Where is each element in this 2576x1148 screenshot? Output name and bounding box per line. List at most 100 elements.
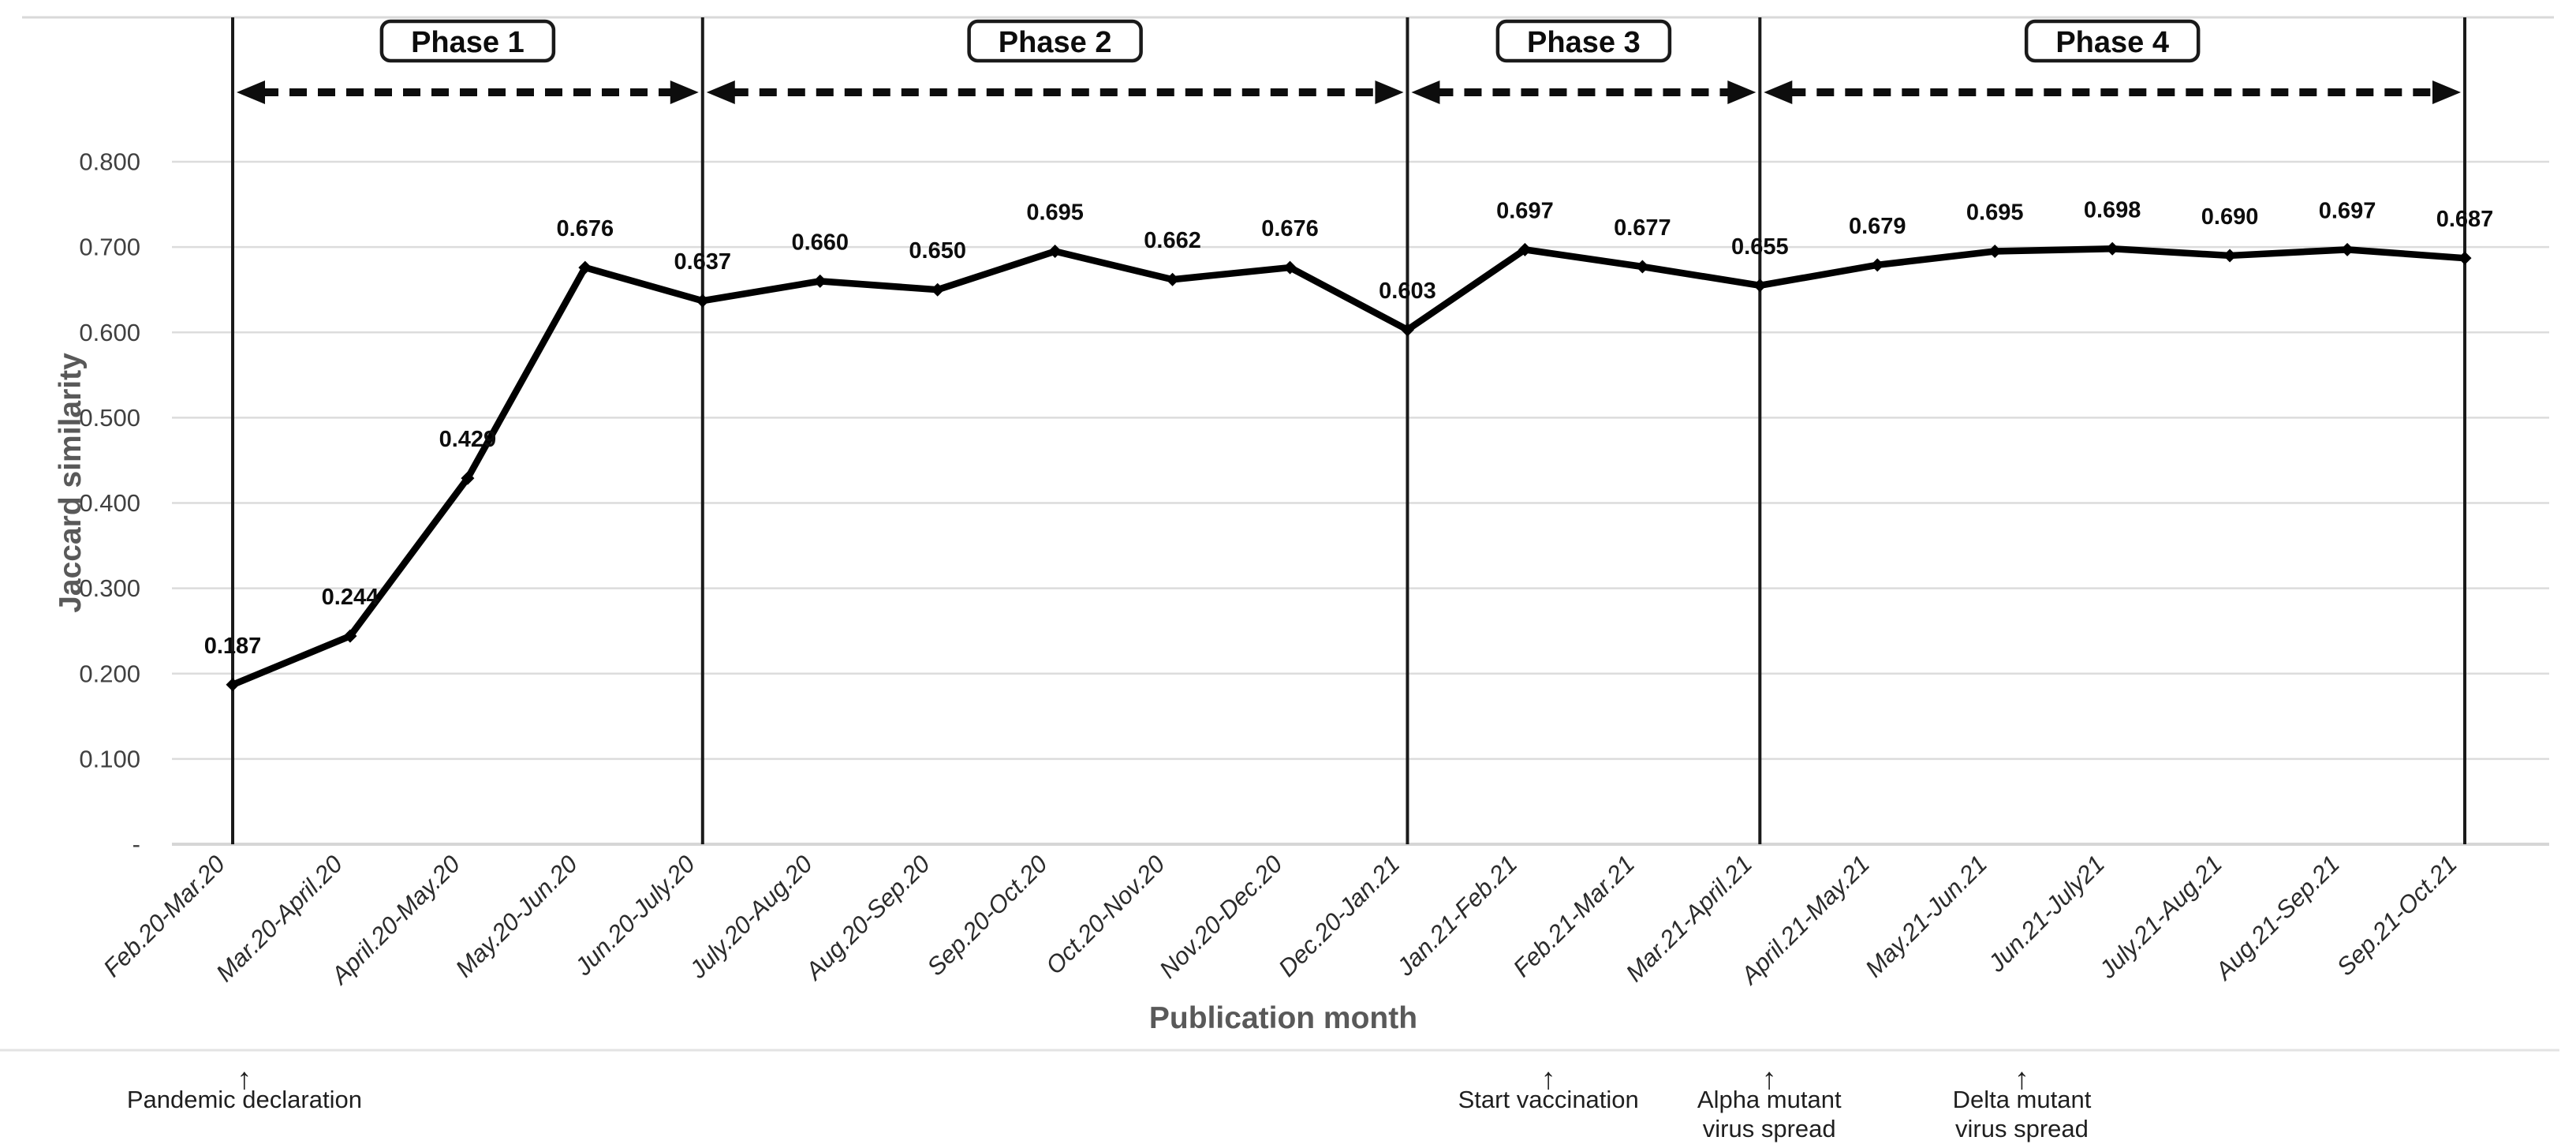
x-tick-label: Aug.21-Sep.21 [2209,850,2345,985]
data-point-marker [2458,251,2472,265]
event-annotation-label: Start vaccination [1458,1086,1639,1113]
data-point-marker [1048,245,1062,259]
y-tick-label: 0.300 [79,574,140,602]
phase-label-box [1495,19,1672,63]
phase-label-box [379,19,556,63]
data-point-label: 0.697 [2319,198,2376,223]
data-point-marker [931,282,945,297]
x-tick-label: Jun.21-July21 [1982,850,2110,978]
y-tick-label: 0.700 [79,234,140,261]
event-annotation-label: Alpha mutant [1697,1086,1842,1113]
data-point-marker [461,471,475,485]
phase-layer: Phase 1 Phase 2 Phase 3 Phase 4 [231,17,2466,844]
axes-layer: 0.800 0.700 0.600 0.500 0.400 0.300 0.200 0.100… [79,148,2462,991]
x-tick-label: Oct.20-Nov.20 [1040,850,1170,979]
phase-range-right-arrowhead-icon [1375,80,1404,104]
event-up-arrow-icon: ↑ [1762,1063,1777,1096]
data-point-marker [1753,279,1767,293]
grid-layer [22,16,2554,846]
x-tick-label: May.21-Jun.21 [1860,850,1992,982]
data-point-label: 0.687 [2436,207,2494,232]
data-point-label: 0.637 [674,249,731,275]
data-point-label: 0.698 [2084,197,2141,222]
x-tick-label: July.20-Aug.20 [684,850,818,984]
x-tick-label: Mar.21-April.21 [1620,850,1757,987]
phase-range-left-arrowhead-icon [1764,80,1793,104]
y-tick-label: 0.200 [79,660,140,687]
y-tick-label: 0.600 [79,319,140,346]
data-point-label: 0.603 [1379,279,1436,304]
x-tick-label: Aug.20-Sep.20 [799,850,935,985]
data-point-label: 0.690 [2201,204,2259,230]
data-point-marker [1635,260,1649,274]
data-point-marker [578,260,592,275]
phase-range-right-arrowhead-icon [670,80,699,104]
y-tick-label: 0.100 [79,745,140,772]
events-layer: ↑Pandemic declaration↑Start vaccination↑… [0,1049,2559,1142]
event-annotation-label: virus spread [1703,1115,1836,1142]
phase-range-right-arrowhead-icon [2432,80,2461,104]
data-point-label: 0.650 [909,238,966,264]
data-point-label: 0.677 [1614,215,1671,241]
x-tick-label: Dec.20-Jan.21 [1273,850,1405,982]
phase-label-box [967,19,1143,63]
event-up-arrow-icon: ↑ [1541,1063,1556,1096]
x-tick-label: May.20-Jun.20 [450,850,583,982]
data-point-label: 0.697 [1496,198,1554,223]
data-point-label: 0.429 [439,427,497,452]
event-annotation-label: Delta mutant [1953,1086,2092,1113]
phase-range-left-arrowhead-icon [1411,80,1440,104]
data-point-marker [2223,249,2237,263]
phase-range-right-arrowhead-icon [1727,80,1757,104]
x-tick-label: Sep.20-Oct.20 [921,850,1052,981]
x-tick-label: Sep.21-Oct.21 [2331,850,2462,981]
data-point-marker [1518,242,1532,256]
x-tick-label: Jun.20-July.20 [569,850,700,981]
data-point-label: 0.679 [1849,214,1906,239]
phase-label: Phase 4 [2055,26,2169,59]
data-point-label: 0.655 [1731,234,1789,260]
data-point-marker [226,678,240,692]
data-point-marker [1400,323,1414,337]
data-point-label: 0.695 [1026,200,1084,226]
y-tick-label: 0.400 [79,489,140,517]
data-point-marker [1166,272,1180,286]
data-point-marker [696,294,710,308]
data-point-marker [1988,245,2002,259]
data-point-marker [813,274,827,288]
phase-range-left-arrowhead-icon [706,80,735,104]
data-point-label: 0.695 [1966,200,2024,226]
data-point-marker [2340,242,2354,256]
y-tick-label: 0.500 [79,404,140,432]
data-point-marker [343,629,357,643]
x-tick-label: Feb.21-Mar.21 [1508,850,1641,982]
y-tick-label: 0.800 [79,148,140,176]
phase-range-left-arrowhead-icon [237,80,265,104]
phase-label: Phase 2 [999,26,1112,59]
data-point-label: 0.244 [322,585,379,610]
series-line [229,245,2469,689]
y-axis-title: Jaccard similarity [54,353,88,613]
event-annotation-label: Pandemic declaration [127,1086,362,1113]
data-point-label: 0.676 [1261,216,1319,241]
y-tick-label: - [133,831,140,858]
data-point-label: 0.187 [204,634,262,659]
phase-label: Phase 1 [411,26,525,59]
x-tick-label: Mar.20-April.20 [211,850,348,987]
phase-label: Phase 3 [1527,26,1641,59]
series-layer: 0.187 0.244 0.429 0.676 0.637 0.660 0.650 0.695… [204,197,2494,692]
x-tick-label: July.21-Aug.21 [2093,850,2227,984]
data-point-marker [2105,241,2119,256]
x-tick-label: Feb.20-Mar.20 [98,850,230,982]
data-point-marker [1870,258,1884,272]
data-point-label: 0.660 [791,230,849,255]
event-up-arrow-icon: ↑ [237,1063,252,1096]
phase-label-box [2024,19,2201,63]
x-tick-label: Nov.20-Dec.20 [1154,850,1287,983]
event-up-arrow-icon: ↑ [2014,1063,2029,1096]
x-tick-label: Jan.21-Feb.21 [1391,850,1523,982]
event-annotation-label: virus spread [1955,1115,2089,1142]
data-point-marker [1283,260,1297,275]
